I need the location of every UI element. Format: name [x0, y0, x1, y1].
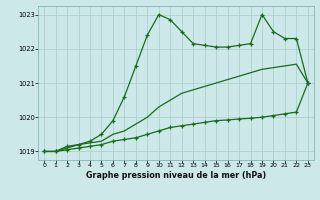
X-axis label: Graphe pression niveau de la mer (hPa): Graphe pression niveau de la mer (hPa) — [86, 171, 266, 180]
